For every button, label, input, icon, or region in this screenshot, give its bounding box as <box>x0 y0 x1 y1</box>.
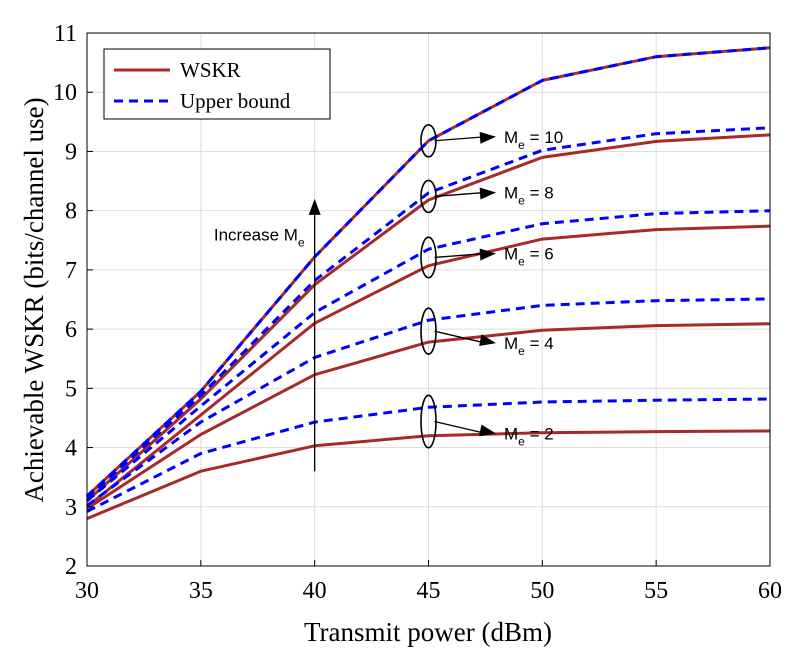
group-label-4: Me = 2 <box>504 424 554 448</box>
y-tick-label: 10 <box>53 80 77 106</box>
group-label-arrow-4 <box>434 420 487 435</box>
group-label-arrowhead-0 <box>479 131 496 144</box>
y-tick-label: 8 <box>65 199 77 225</box>
y-tick-label: 11 <box>54 21 77 47</box>
series-wskr-line-1 <box>85 133 771 503</box>
x-tick-label: 30 <box>75 578 99 604</box>
x-tick-label: 60 <box>758 578 782 604</box>
y-tick-label: 4 <box>65 436 77 462</box>
y-tick-label: 5 <box>65 376 77 402</box>
series-group <box>85 46 771 520</box>
group-label-arrowhead-2 <box>479 248 496 261</box>
series-upper-bound-line-0 <box>85 46 771 498</box>
group-label-arrowhead-4 <box>479 424 496 437</box>
group-label-arrow-3 <box>434 330 487 344</box>
series-wskr-line-3 <box>86 322 771 510</box>
group-label-0: Me = 10 <box>504 128 563 152</box>
group-label-arrowhead-3 <box>479 334 496 347</box>
y-axis-label: Achievable WSKR (bits/channel use) <box>19 97 49 502</box>
series-wskr-line-4 <box>86 429 771 520</box>
y-tick-label: 7 <box>65 258 77 284</box>
group-label-arrow-1 <box>434 191 487 198</box>
x-axis-label: Transmit power (dBm) <box>304 617 552 647</box>
series-upper-bound-line-4 <box>86 397 771 513</box>
y-tick-label: 6 <box>65 317 77 343</box>
group-label-arrow-2 <box>434 252 487 259</box>
series-upper-bound-line-3 <box>86 297 771 507</box>
x-tick-label: 50 <box>530 578 554 604</box>
x-tick-label: 45 <box>417 578 441 604</box>
group-label-2: Me = 6 <box>504 244 554 268</box>
legend-upper-bound-label: Upper bound <box>180 89 291 113</box>
y-tick-label: 2 <box>65 554 77 580</box>
x-tick-label: 55 <box>644 578 668 604</box>
x-tick-label: 35 <box>189 578 213 604</box>
y-tick-label: 9 <box>65 139 77 165</box>
y-tick-label: 3 <box>65 495 77 521</box>
group-label-arrowhead-1 <box>479 187 496 200</box>
legend-box <box>103 48 331 120</box>
x-tick-label: 40 <box>303 578 327 604</box>
series-wskr-line-2 <box>86 224 771 508</box>
group-label-1: Me = 8 <box>504 183 554 207</box>
increase-arrow-head <box>308 198 321 215</box>
annotations: Increase Me Me = 10 Me = 8 Me = 6 Me = 4 Me =… <box>214 123 563 472</box>
group-label-arrow-0 <box>434 136 487 142</box>
group-label-3: Me = 4 <box>504 334 554 358</box>
series-upper-bound-line-2 <box>86 209 771 503</box>
series-upper-bound-line-1 <box>85 126 771 500</box>
legend: WSKR Upper bound <box>103 48 331 120</box>
increase-me-label: Increase Me <box>214 225 305 249</box>
legend-wskr-label: WSKR <box>180 58 241 82</box>
